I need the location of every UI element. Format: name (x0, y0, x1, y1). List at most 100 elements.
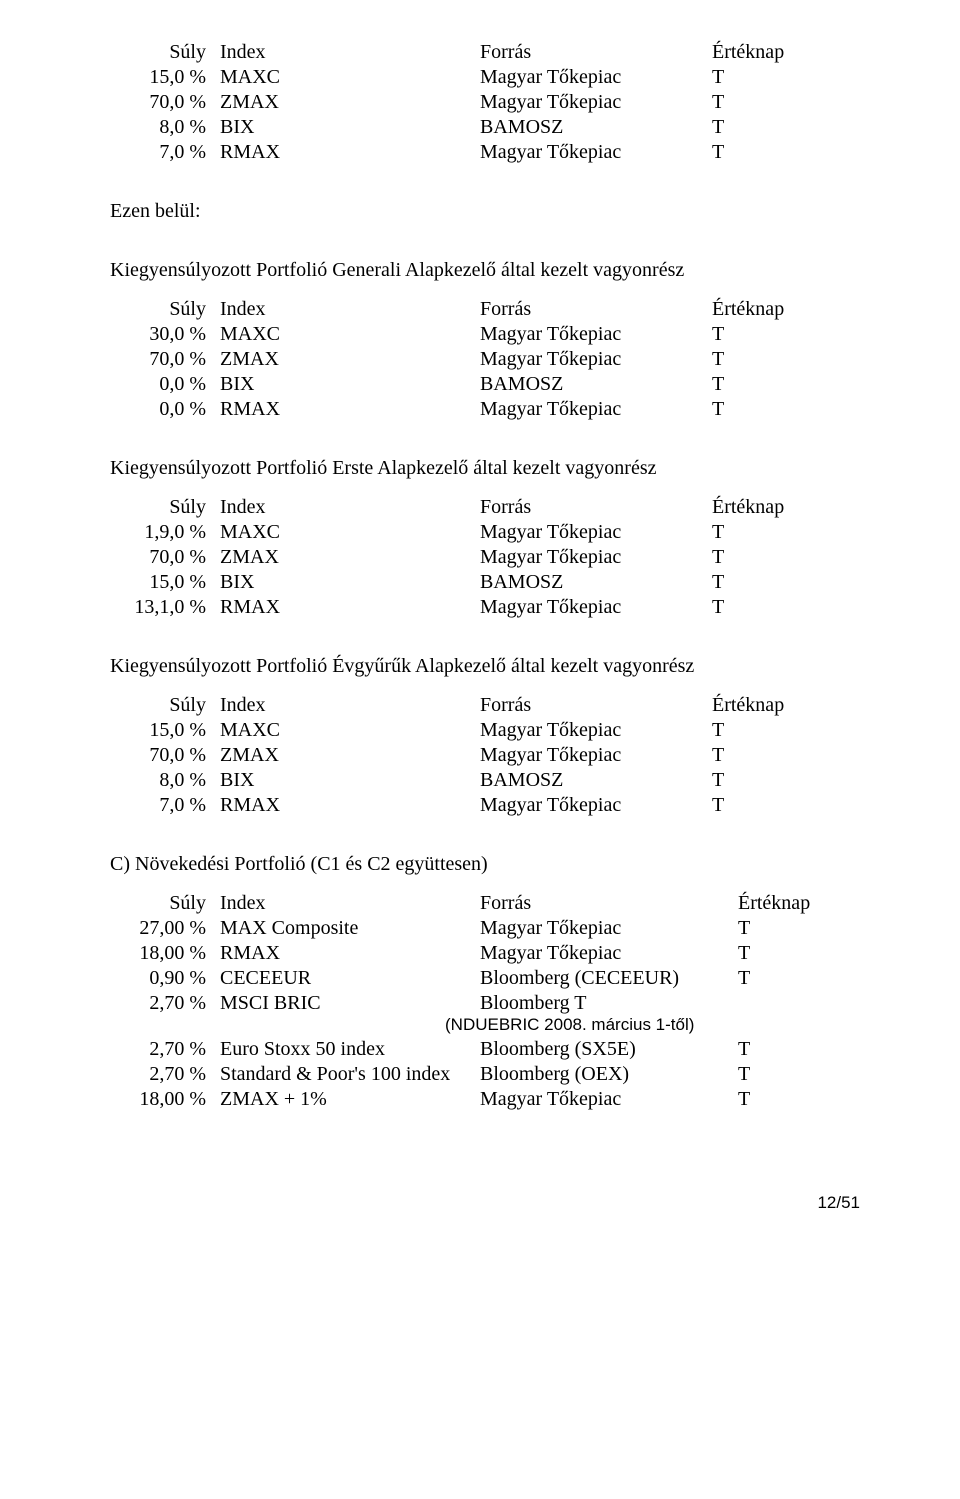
cell-suly: 18,00 % (110, 1087, 220, 1112)
cell-index: BIX (220, 372, 480, 397)
cell-erteknap: T (730, 1037, 790, 1062)
cell-erteknap: T (690, 115, 780, 140)
table5-note: (NDUEBRIC 2008. március 1-től) (445, 1014, 860, 1035)
table-row: 1,9,0 % MAXC Magyar Tőkepiac T (110, 520, 860, 545)
cell-index: ZMAX (220, 545, 480, 570)
cell-suly: 30,0 % (110, 322, 220, 347)
header-index: Index (220, 297, 480, 322)
cell-index: ZMAX + 1% (220, 1087, 480, 1112)
section-novekedesi: C) Növekedési Portfolió (C1 és C2 együtt… (110, 852, 860, 877)
cell-index: MAX Composite (220, 916, 480, 941)
cell-suly: 15,0 % (110, 570, 220, 595)
cell-erteknap: T (690, 140, 780, 165)
cell-erteknap: T (730, 966, 790, 991)
table-row: 2,70 % MSCI BRIC Bloomberg T (110, 991, 860, 1016)
table-row: 30,0 % MAXC Magyar Tőkepiac T (110, 322, 860, 347)
cell-erteknap: T (690, 570, 780, 595)
cell-index: Standard & Poor's 100 index (220, 1062, 480, 1087)
cell-erteknap (730, 991, 790, 1016)
cell-erteknap: T (690, 520, 780, 545)
cell-forras: BAMOSZ (480, 372, 690, 397)
cell-index: BIX (220, 768, 480, 793)
header-erteknap: Értéknap (730, 891, 790, 916)
cell-erteknap: T (690, 768, 780, 793)
cell-suly: 70,0 % (110, 90, 220, 115)
header-erteknap: Értéknap (690, 693, 780, 718)
cell-forras: Magyar Tőkepiac (480, 65, 690, 90)
cell-index: RMAX (220, 140, 480, 165)
table-header: Súly Index Forrás Értéknap (110, 495, 860, 520)
table-5: Súly Index Forrás Értéknap 27,00 % MAX C… (110, 891, 860, 1112)
cell-suly: 0,90 % (110, 966, 220, 991)
cell-erteknap: T (730, 941, 790, 966)
cell-index: Euro Stoxx 50 index (220, 1037, 480, 1062)
table-1: Súly Index Forrás Értéknap 15,0 % MAXC M… (110, 40, 860, 165)
table-row: 7,0 % RMAX Magyar Tőkepiac T (110, 793, 860, 818)
cell-suly: 8,0 % (110, 768, 220, 793)
cell-erteknap: T (690, 595, 780, 620)
cell-forras: Magyar Tőkepiac (480, 595, 690, 620)
header-forras: Forrás (480, 40, 690, 65)
cell-suly: 7,0 % (110, 140, 220, 165)
header-forras: Forrás (480, 693, 690, 718)
cell-suly: 2,70 % (110, 1037, 220, 1062)
cell-suly: 2,70 % (110, 1062, 220, 1087)
cell-forras: Magyar Tőkepiac (480, 347, 690, 372)
cell-suly: 18,00 % (110, 941, 220, 966)
cell-suly: 2,70 % (110, 991, 220, 1016)
header-suly: Súly (110, 495, 220, 520)
cell-erteknap: T (690, 718, 780, 743)
cell-forras: Magyar Tőkepiac (480, 743, 690, 768)
table-row: 7,0 % RMAX Magyar Tőkepiac T (110, 140, 860, 165)
table-row: 0,90 % CECEEUR Bloomberg (CECEEUR) T (110, 966, 860, 991)
cell-index: RMAX (220, 793, 480, 818)
cell-index: ZMAX (220, 347, 480, 372)
table-row: 15,0 % BIX BAMOSZ T (110, 570, 860, 595)
table-row: 0,0 % BIX BAMOSZ T (110, 372, 860, 397)
table-row: 18,00 % ZMAX + 1% Magyar Tőkepiac T (110, 1087, 860, 1112)
cell-erteknap: T (690, 793, 780, 818)
table-3: Súly Index Forrás Értéknap 1,9,0 % MAXC … (110, 495, 860, 620)
cell-index: BIX (220, 570, 480, 595)
table-row: 70,0 % ZMAX Magyar Tőkepiac T (110, 743, 860, 768)
cell-forras: Bloomberg (CECEEUR) (480, 966, 730, 991)
table-row: 8,0 % BIX BAMOSZ T (110, 115, 860, 140)
table-header: Súly Index Forrás Értéknap (110, 40, 860, 65)
cell-suly: 13,1,0 % (110, 595, 220, 620)
cell-index: CECEEUR (220, 966, 480, 991)
cell-index: MSCI BRIC (220, 991, 480, 1016)
table-row: 70,0 % ZMAX Magyar Tőkepiac T (110, 347, 860, 372)
cell-erteknap: T (690, 545, 780, 570)
cell-erteknap: T (690, 397, 780, 422)
cell-index: MAXC (220, 718, 480, 743)
cell-suly: 70,0 % (110, 347, 220, 372)
cell-index: MAXC (220, 65, 480, 90)
cell-forras: Bloomberg T (480, 991, 730, 1016)
cell-erteknap: T (690, 347, 780, 372)
cell-index: RMAX (220, 595, 480, 620)
section-generali: Kiegyensúlyozott Portfolió Generali Alap… (110, 258, 860, 283)
header-forras: Forrás (480, 891, 730, 916)
table-row: 2,70 % Euro Stoxx 50 index Bloomberg (SX… (110, 1037, 860, 1062)
table-row: 15,0 % MAXC Magyar Tőkepiac T (110, 718, 860, 743)
cell-erteknap: T (730, 916, 790, 941)
cell-erteknap: T (730, 1087, 790, 1112)
cell-erteknap: T (690, 90, 780, 115)
section-evgyuruk: Kiegyensúlyozott Portfolió Évgyűrűk Alap… (110, 654, 860, 679)
header-erteknap: Értéknap (690, 40, 780, 65)
table-row: 15,0 % MAXC Magyar Tőkepiac T (110, 65, 860, 90)
cell-index: MAXC (220, 520, 480, 545)
cell-forras: Magyar Tőkepiac (480, 322, 690, 347)
cell-forras: Magyar Tőkepiac (480, 90, 690, 115)
header-index: Index (220, 495, 480, 520)
table-header: Súly Index Forrás Értéknap (110, 693, 860, 718)
page-number: 12/51 (110, 1192, 860, 1213)
header-suly: Súly (110, 891, 220, 916)
cell-suly: 1,9,0 % (110, 520, 220, 545)
cell-index: MAXC (220, 322, 480, 347)
header-index: Index (220, 40, 480, 65)
cell-suly: 7,0 % (110, 793, 220, 818)
table-row: 13,1,0 % RMAX Magyar Tőkepiac T (110, 595, 860, 620)
cell-suly: 15,0 % (110, 718, 220, 743)
table-row: 8,0 % BIX BAMOSZ T (110, 768, 860, 793)
